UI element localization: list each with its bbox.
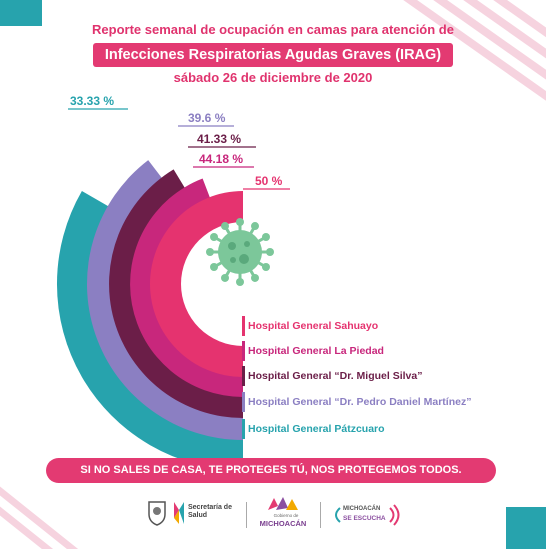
- michoacan-logo-small: Gobierno de: [273, 513, 299, 518]
- corner-decoration-top-left: [0, 0, 42, 26]
- value-label: 33.33 %: [70, 94, 114, 108]
- legend-item: Hospital General La Piedad: [248, 345, 384, 357]
- se-escucha-icon: [335, 507, 341, 523]
- legend-item: Hospital General “Dr. Pedro Daniel Martí…: [248, 396, 472, 408]
- value-label: 39.6 %: [188, 111, 226, 125]
- corner-decoration-bottom-right: [506, 507, 546, 549]
- value-label: 41.33 %: [197, 132, 241, 146]
- report-title: Reporte semanal de ocupación en camas pa…: [92, 22, 454, 37]
- secretaria-salud-icon: [174, 502, 184, 524]
- legend-item: Hospital General Pátzcuaro: [248, 423, 385, 435]
- se-escucha-small: MICHOACÁN: [343, 506, 381, 512]
- prevention-banner: SI NO SALES DE CASA, TE PROTEGES TÚ, NOS…: [46, 458, 496, 483]
- sound-waves-icon: [389, 504, 400, 526]
- report-date: sábado 26 de diciembre de 2020: [173, 70, 373, 85]
- footer-divider: [246, 502, 247, 528]
- se-escucha-label: SE ESCUCHA: [343, 515, 386, 522]
- stripe-pattern-top-right: [403, 0, 546, 101]
- virus-icon: [206, 218, 274, 286]
- legend-item: Hospital General “Dr. Miguel Silva”: [248, 370, 423, 382]
- michoacan-logo-label: MICHOACÁN: [259, 519, 307, 528]
- value-label: 50 %: [255, 174, 283, 188]
- report-subtitle-wrap: Infecciones Respiratorias Agudas Graves …: [0, 43, 546, 67]
- secretaria-salud-label: Secretaría de Salud: [188, 504, 232, 519]
- chart-mask: [244, 95, 514, 455]
- legend-swatch: [242, 419, 245, 439]
- state-seal-icon: [148, 501, 166, 526]
- footer-divider: [320, 502, 321, 528]
- report-subtitle: Infecciones Respiratorias Agudas Graves …: [92, 43, 454, 67]
- legend-item: Hospital General Sahuayo: [248, 320, 379, 332]
- legend-swatch: [242, 341, 245, 361]
- michoacan-logo-icon: [268, 497, 298, 510]
- value-label: 44.18 %: [199, 152, 243, 166]
- legend-swatch: [242, 392, 245, 412]
- stripe-pattern-bottom-left: [0, 486, 79, 549]
- legend-swatch: [242, 316, 245, 336]
- legend-swatch: [242, 366, 245, 386]
